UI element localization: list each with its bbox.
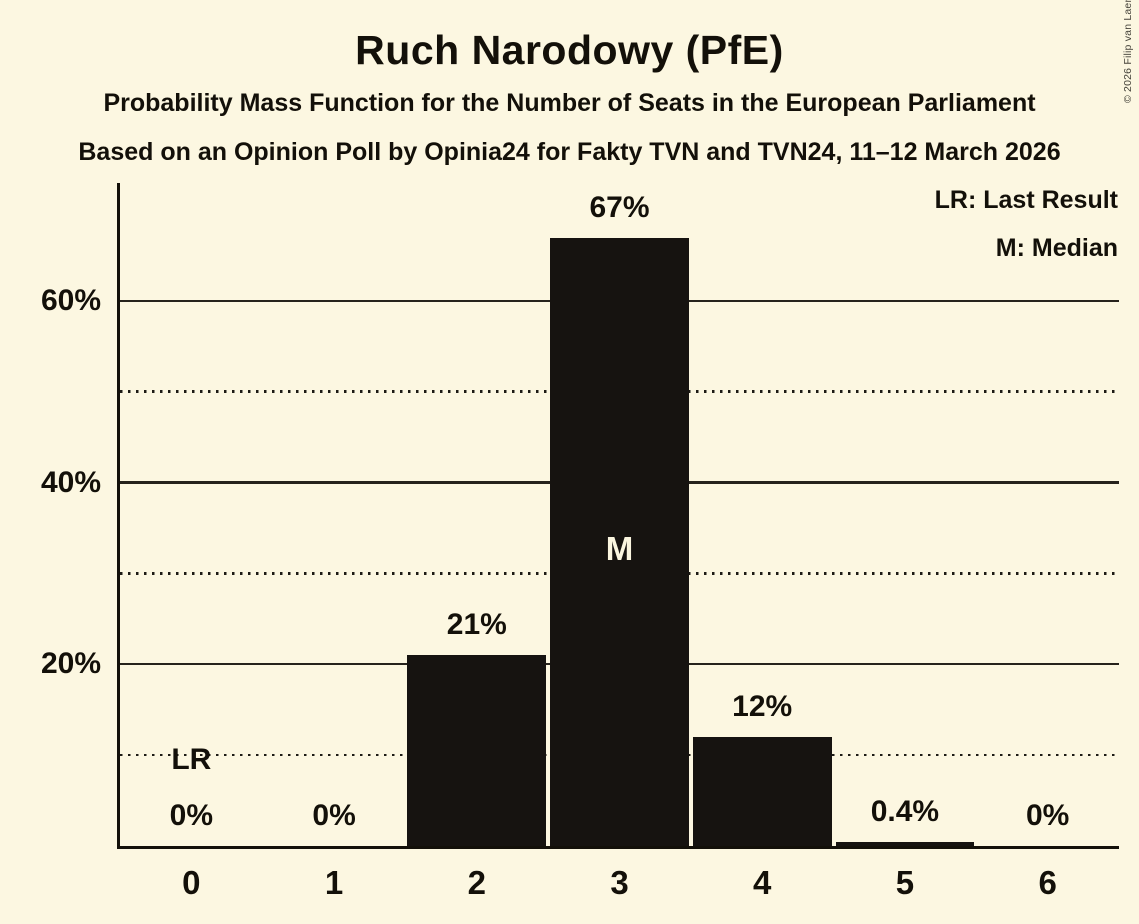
x-tick-1: 1 (324, 864, 344, 901)
value-label-seat-1: 0% (312, 799, 356, 832)
copyright-text: © 2026 Filip van Laenen (1122, 0, 1134, 103)
x-tick-6: 6 (1038, 864, 1057, 901)
value-label-seat-5: 0.4% (870, 795, 940, 829)
last-result-marker: LR (171, 743, 212, 776)
median-marker: M (605, 530, 634, 567)
chart-source-line: Based on an Opinion Poll by Opinia24 for… (78, 138, 1061, 166)
chart-subtitle: Probability Mass Function for the Number… (103, 89, 1036, 117)
x-tick-2: 2 (467, 864, 486, 901)
value-label-seat-0: 0% (169, 799, 214, 832)
x-tick-0: 0 (182, 864, 201, 901)
value-label-seat-4: 12% (732, 690, 793, 724)
legend-median: M: Median (995, 234, 1118, 262)
plot-area: 0% 0% 21% 67% 12% 0.4% 0% LR M (117, 183, 1119, 849)
y-tick-60: 60% (40, 284, 101, 318)
legend: LR: Last Result M: Median (935, 176, 1118, 272)
copyright-notice: © 2026 Filip van Laenen (1121, 0, 1137, 203)
value-label-seat-3: 67% (589, 190, 650, 224)
legend-last-result: LR: Last Result (934, 186, 1118, 214)
bar-seat-2 (407, 655, 547, 846)
value-label-seat-2: 21% (446, 608, 507, 642)
x-tick-3: 3 (610, 864, 629, 901)
bar-seat-3 (550, 237, 689, 846)
chart-title: Ruch Narodowy (PfE) (355, 27, 784, 73)
value-label-seat-6: 0% (1025, 799, 1070, 832)
bar-seat-5 (835, 842, 975, 846)
y-tick-40: 40% (40, 465, 101, 499)
x-tick-5: 5 (895, 864, 915, 901)
bar-seat-4 (692, 737, 832, 846)
y-tick-20: 20% (40, 647, 101, 681)
x-tick-4: 4 (753, 864, 772, 901)
